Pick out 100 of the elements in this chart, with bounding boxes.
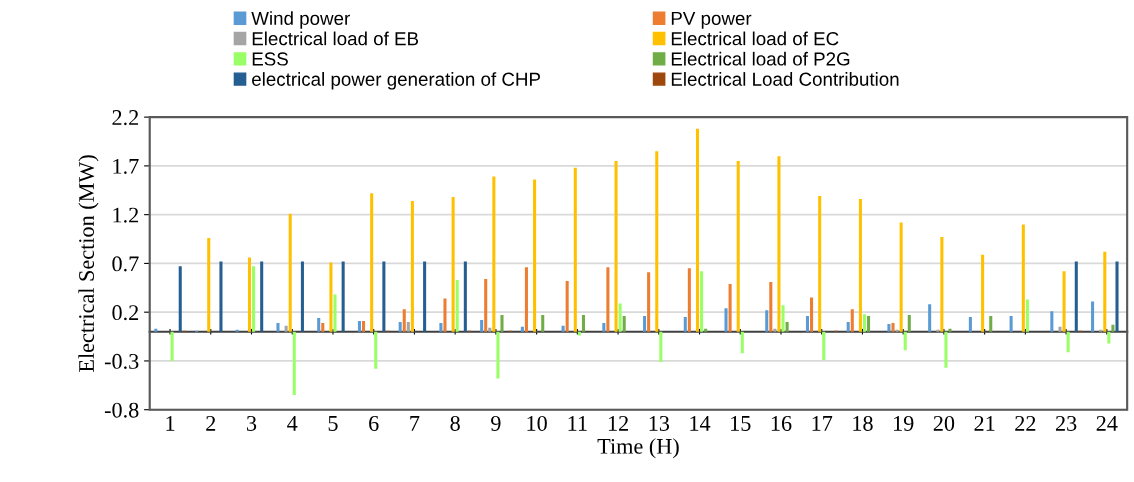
bar <box>284 325 288 332</box>
x-tick-label: 21 <box>974 415 995 431</box>
bar <box>524 267 528 332</box>
bar <box>1062 271 1066 332</box>
legend-label: PV power <box>671 11 752 29</box>
bar <box>154 328 158 332</box>
bar <box>565 280 569 332</box>
bar <box>850 309 854 332</box>
bar <box>1074 261 1078 332</box>
bar <box>773 328 777 332</box>
bar <box>903 331 907 351</box>
bar <box>810 297 814 332</box>
bar <box>260 261 264 332</box>
bar <box>300 261 304 332</box>
bar <box>618 303 622 332</box>
y-tick-label: 2.2 <box>112 110 139 126</box>
x-tick-label: 7 <box>410 416 420 431</box>
bar <box>769 281 773 332</box>
x-tick-label: 6 <box>369 415 379 431</box>
bar <box>940 237 944 332</box>
bar <box>357 320 361 332</box>
x-tick-label: 2 <box>206 415 216 431</box>
bar <box>374 331 378 369</box>
bar <box>643 316 647 332</box>
bar <box>1050 311 1054 332</box>
bar <box>382 261 386 332</box>
bar <box>862 314 867 332</box>
x-tick-label: 11 <box>568 416 587 431</box>
bar <box>541 315 545 332</box>
bar <box>614 161 618 332</box>
bar <box>1009 316 1013 332</box>
bar <box>402 309 406 332</box>
bar <box>659 331 663 362</box>
bar <box>728 283 732 332</box>
bar <box>740 331 744 354</box>
bar <box>704 328 708 332</box>
bar <box>647 272 651 332</box>
bar <box>695 128 700 332</box>
bar <box>276 322 280 332</box>
bar <box>247 257 251 332</box>
x-axis-title: Time (H) <box>597 438 679 459</box>
bar <box>622 316 626 332</box>
x-tick-label: 4 <box>287 416 298 431</box>
bar <box>805 316 809 332</box>
bar <box>219 261 223 332</box>
bar <box>683 317 687 332</box>
bar <box>785 321 789 332</box>
bar <box>899 222 903 332</box>
bar <box>724 308 728 332</box>
y-axis-title: Electrical Section (MW) <box>78 155 99 372</box>
x-tick-label: 13 <box>649 415 670 431</box>
bar <box>463 261 467 332</box>
bar <box>606 267 610 332</box>
bar <box>846 321 850 332</box>
x-tick-label: 15 <box>731 416 751 431</box>
bar <box>948 328 952 332</box>
bar <box>891 322 895 332</box>
bar <box>370 193 374 332</box>
x-tick-label: 18 <box>853 415 873 431</box>
bar <box>581 315 585 332</box>
x-tick-label: 3 <box>247 415 257 431</box>
bar <box>1111 324 1115 332</box>
legend-label: Electrical load of EC <box>671 31 839 46</box>
x-tick-label: 16 <box>771 415 792 431</box>
bar <box>288 213 292 332</box>
bar <box>781 305 785 332</box>
bar <box>573 167 577 332</box>
bar <box>765 310 769 332</box>
y-tick-label: -0.3 <box>104 353 139 369</box>
bar <box>907 315 911 332</box>
x-tick-label: 8 <box>450 415 460 431</box>
y-tick-label: 0.7 <box>112 256 139 272</box>
bar <box>1115 261 1119 332</box>
bar <box>736 161 740 332</box>
legend-label: Electrical load of P2G <box>671 51 850 66</box>
bar <box>1066 331 1070 353</box>
bar <box>500 315 504 332</box>
bar <box>170 331 174 361</box>
legend-label: Electrical Load Contribution <box>671 72 899 86</box>
x-tick-label: 17 <box>812 416 833 431</box>
bar <box>822 331 826 360</box>
bar <box>317 318 321 332</box>
bar <box>406 321 410 332</box>
bar <box>981 254 985 332</box>
bar <box>480 319 484 332</box>
bar <box>361 320 366 332</box>
bar <box>292 331 296 396</box>
bar <box>329 262 333 332</box>
bar <box>492 176 496 332</box>
bar <box>1058 326 1062 332</box>
bar <box>451 197 455 332</box>
bar <box>777 156 781 332</box>
bar <box>858 199 862 332</box>
bar <box>1021 224 1025 332</box>
bar <box>944 331 948 368</box>
y-tick-label: 1.7 <box>113 158 139 174</box>
y-tick-label: 0.2 <box>112 305 139 321</box>
x-tick-label: 24 <box>1096 415 1118 431</box>
x-tick-label: 22 <box>1015 415 1036 431</box>
bar <box>207 238 211 332</box>
